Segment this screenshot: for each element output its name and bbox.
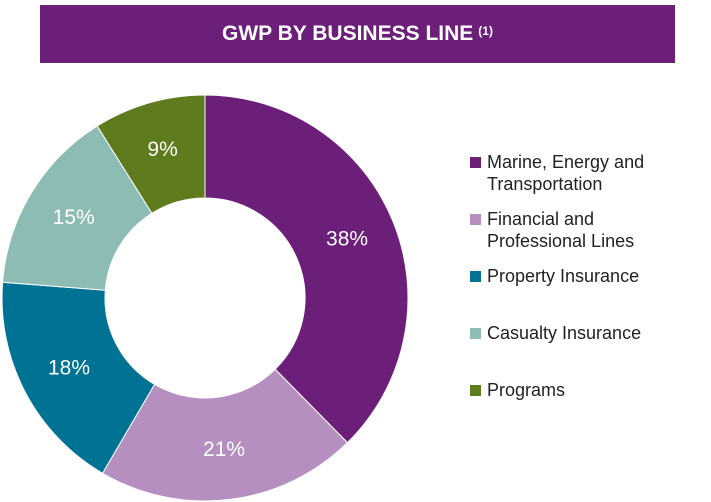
title-note: (1) <box>478 24 493 38</box>
slice <box>101 368 349 502</box>
slice <box>204 94 409 444</box>
data-label: 21% <box>203 438 245 461</box>
legend-label: Programs <box>487 380 566 400</box>
data-label: 9% <box>147 138 177 161</box>
chart-title: GWP BY BUSINESS LINE <box>222 22 474 45</box>
legend-label: Casualty Insurance <box>487 323 642 343</box>
data-label: 15% <box>53 206 95 229</box>
legend: Marine, Energy and Transportation Financi… <box>470 151 675 436</box>
legend-item: Property Insurance <box>470 265 675 322</box>
legend-label: Property Insurance <box>487 266 640 286</box>
legend-item: Marine, Energy and Transportation <box>470 151 675 208</box>
legend-swatch <box>470 271 481 282</box>
legend-swatch <box>470 214 481 225</box>
legend-item: Financial and Professional Lines <box>470 208 675 265</box>
legend-item: Casualty Insurance <box>470 322 675 379</box>
legend-label: Marine, Energy and Transportation <box>487 152 645 194</box>
legend-swatch <box>470 328 481 339</box>
legend-item: Programs <box>470 379 675 436</box>
slice <box>1 281 156 474</box>
legend-label: Financial and Professional Lines <box>487 209 635 251</box>
data-label: 18% <box>48 357 90 380</box>
title-bar: GWP BY BUSINESS LINE (1) <box>40 5 675 63</box>
data-label: 38% <box>326 227 368 250</box>
legend-swatch <box>470 385 481 396</box>
slice <box>96 94 206 214</box>
legend-swatch <box>470 157 481 168</box>
